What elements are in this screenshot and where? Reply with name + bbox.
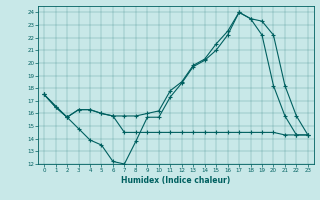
X-axis label: Humidex (Indice chaleur): Humidex (Indice chaleur) bbox=[121, 176, 231, 185]
